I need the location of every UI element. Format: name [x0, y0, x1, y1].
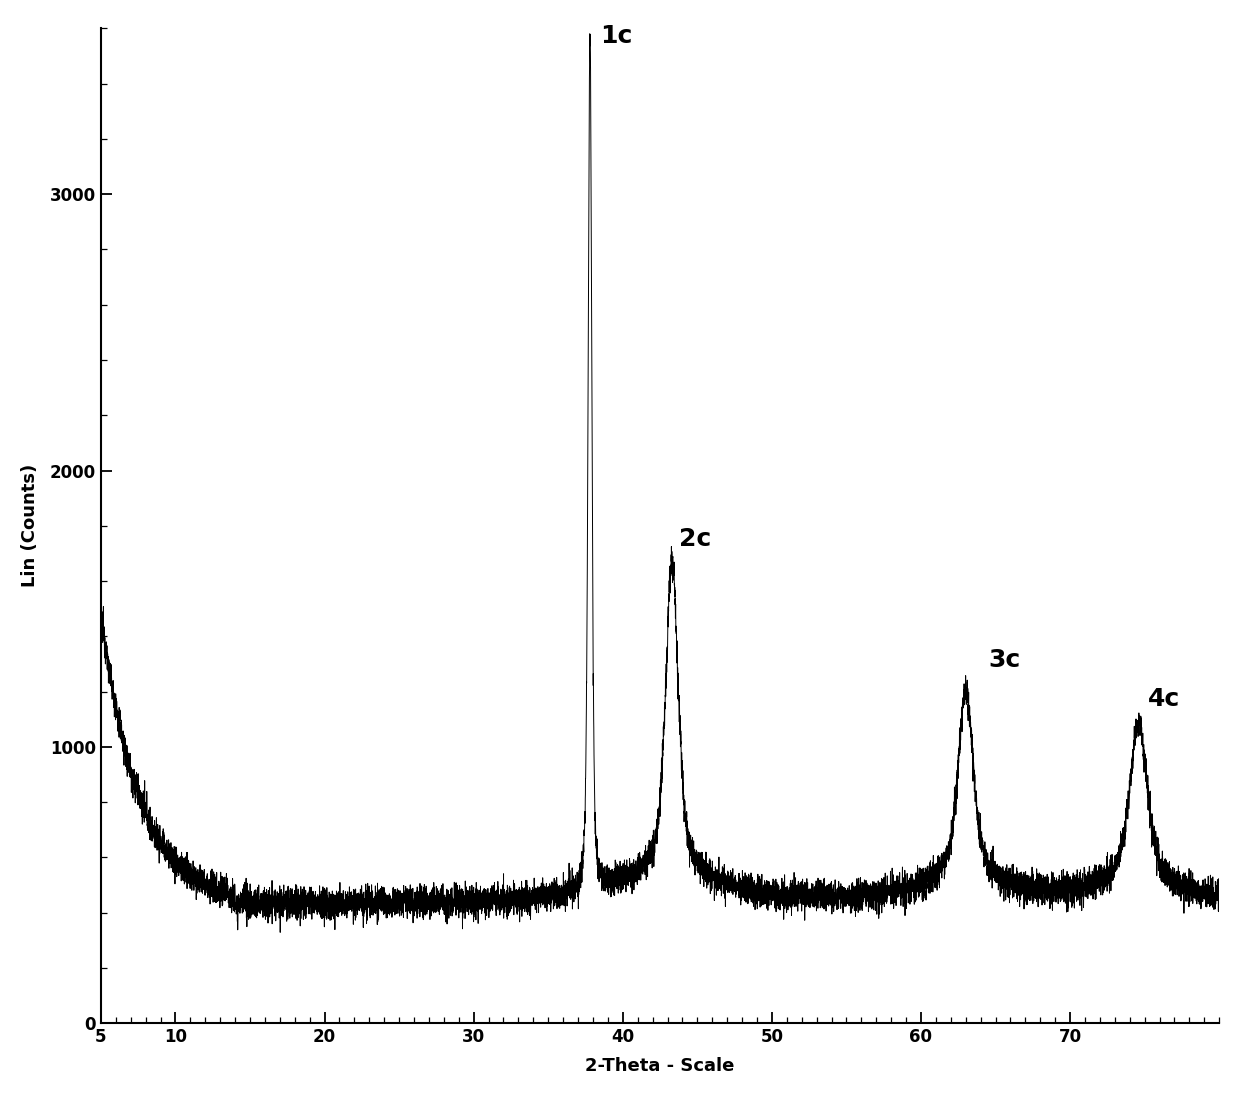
X-axis label: 2-Theta - Scale: 2-Theta - Scale	[585, 1058, 735, 1075]
Text: 2c: 2c	[680, 527, 712, 550]
Text: 1c: 1c	[600, 24, 632, 48]
Text: 4c: 4c	[1147, 687, 1179, 711]
Y-axis label: Lin (Counts): Lin (Counts)	[21, 465, 38, 587]
Text: 3c: 3c	[988, 648, 1021, 672]
